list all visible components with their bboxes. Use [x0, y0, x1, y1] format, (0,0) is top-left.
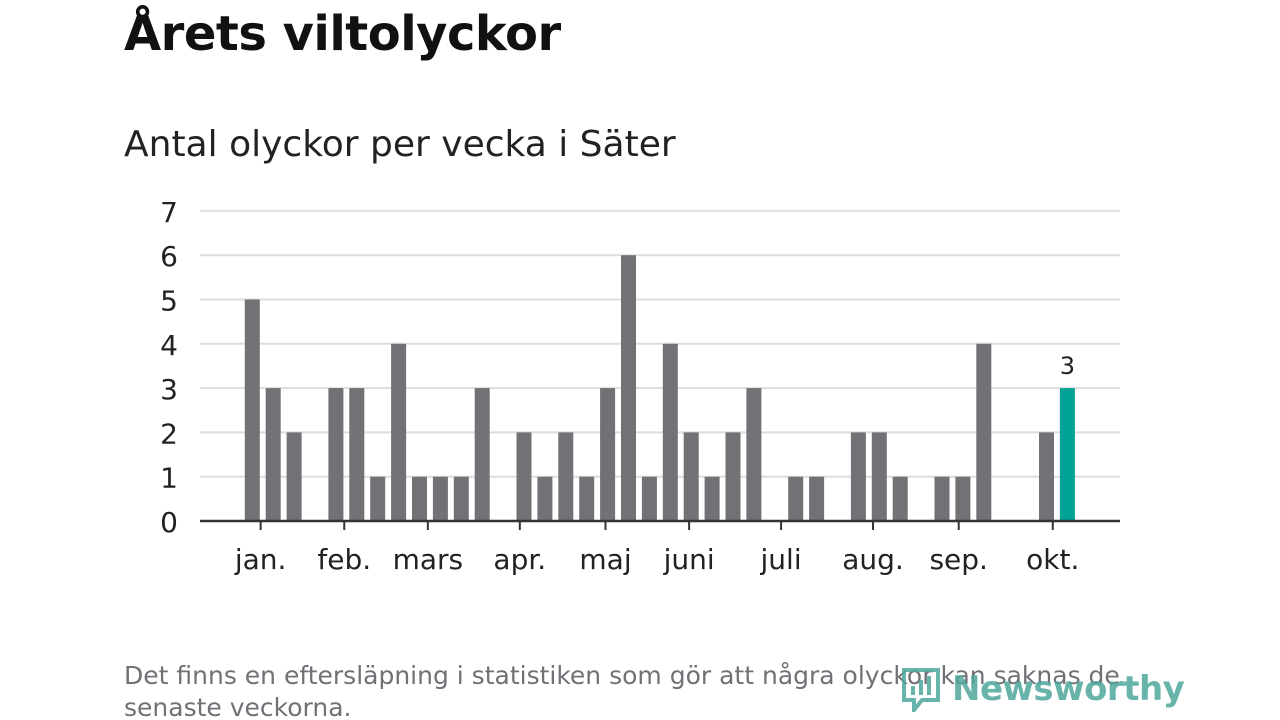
x-tick-label-5: juni	[663, 543, 715, 576]
bar	[412, 476, 427, 521]
bar	[976, 343, 992, 521]
bar-highlighted	[1059, 388, 1075, 521]
x-tick-label-3: apr.	[493, 543, 546, 576]
x-tick-label-8: sep.	[929, 543, 988, 576]
bar	[558, 432, 574, 521]
x-tick-label-4: maj	[579, 543, 631, 576]
y-tick-label: 3	[160, 373, 178, 406]
bar	[725, 432, 741, 521]
bar	[370, 476, 386, 521]
bar	[871, 432, 887, 521]
bar	[349, 388, 365, 521]
bar	[621, 255, 636, 521]
bar	[704, 476, 720, 521]
x-tick-label-1: feb.	[317, 543, 371, 576]
bar	[683, 432, 699, 521]
bar	[328, 388, 344, 521]
bar	[934, 476, 950, 521]
bar	[453, 476, 469, 521]
bar	[746, 388, 762, 521]
bar	[600, 388, 616, 521]
bar	[537, 476, 553, 521]
y-axis-tick-labels: 0 1 2 3 4 5 6 7	[160, 196, 178, 539]
y-tick-label: 0	[160, 506, 178, 539]
x-axis-tick-labels: jan. feb. mars apr. maj juni juli aug. sep. okt.	[234, 543, 1080, 576]
bar	[662, 343, 678, 521]
bar	[788, 476, 804, 521]
bar	[892, 476, 908, 521]
x-tick-label-2: mars	[393, 543, 464, 576]
bar	[850, 432, 866, 521]
y-tick-label: 4	[160, 329, 178, 362]
y-tick-label: 1	[160, 462, 178, 495]
y-tick-label: 5	[160, 285, 178, 318]
x-tick-label-7: aug.	[842, 543, 904, 576]
bar	[244, 299, 260, 521]
bar	[579, 476, 595, 521]
bar-chart: 0 1 2 3 4 5 6 7 jan. feb. mars apr. maj juni juli aug.…	[160, 196, 1120, 576]
bar	[809, 476, 825, 521]
bar	[391, 343, 407, 521]
newsworthy-logo-text: Newsworthy	[952, 669, 1185, 709]
bar	[1039, 432, 1054, 521]
highlight-data-label: 3	[1060, 352, 1075, 380]
bar	[641, 476, 657, 521]
newsworthy-logo-icon	[902, 668, 940, 712]
x-tick-label-6: juli	[760, 543, 802, 576]
newsworthy-logo[interactable]: Newsworthy	[900, 666, 1185, 712]
bar	[432, 476, 448, 521]
y-tick-label: 2	[160, 417, 178, 450]
bar	[474, 388, 490, 521]
bars	[244, 255, 1075, 521]
x-tick-label-9: okt.	[1026, 543, 1079, 576]
data-labels: 3	[1060, 352, 1075, 380]
chart-title: Antal olyckor per vecka i Säter	[124, 124, 676, 165]
bar	[265, 388, 281, 521]
y-tick-label: 6	[160, 240, 178, 273]
bar	[286, 432, 302, 521]
bar	[516, 432, 532, 521]
footnote: Det finns en eftersläpning i statistiken…	[124, 661, 1120, 720]
x-axis	[200, 519, 1120, 530]
bar	[955, 476, 971, 521]
page-title: Årets viltolyckor	[124, 6, 561, 62]
y-tick-label: 7	[160, 196, 178, 229]
x-tick-label-0: jan.	[234, 543, 287, 576]
